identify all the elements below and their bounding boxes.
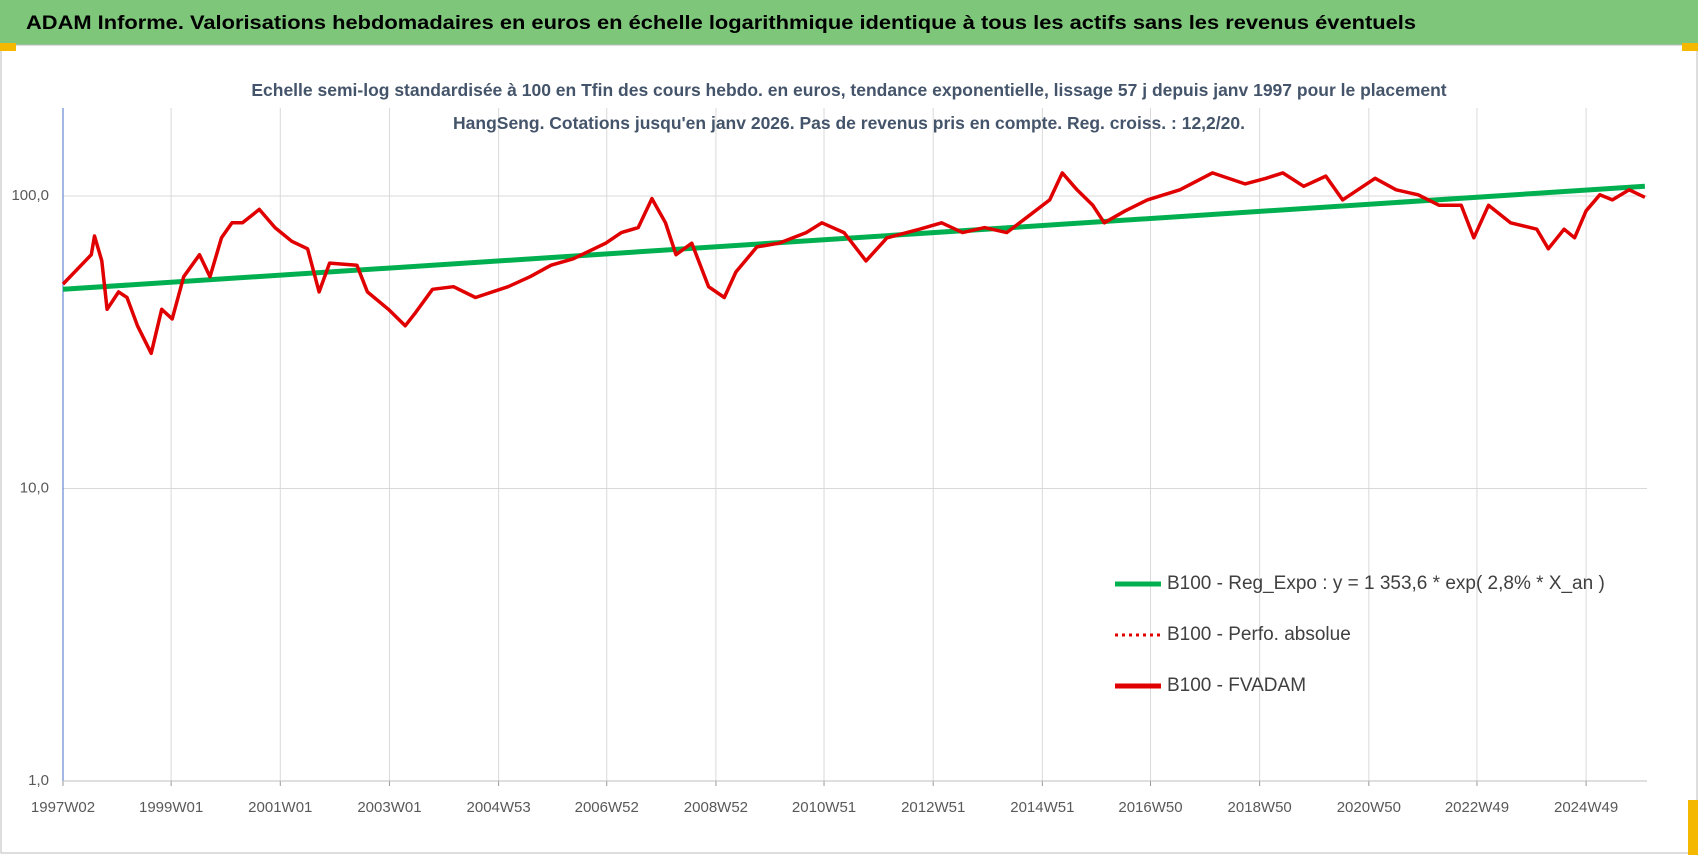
x-tick-label: 2020W50 <box>1337 799 1401 816</box>
legend-label: B100 - Perfo. absolue <box>1167 624 1351 645</box>
header-bar <box>0 0 1698 45</box>
legend-label: B100 - FVADAM <box>1167 675 1306 696</box>
chart-subtitle: Echelle semi-log standardisée à 100 en T… <box>251 80 1447 133</box>
x-tick-label: 2003W01 <box>357 799 421 816</box>
x-tick-label: 1997W02 <box>31 799 95 816</box>
series-line <box>61 171 1646 356</box>
x-tick-label: 2018W50 <box>1228 799 1292 816</box>
x-tick-label: 2006W52 <box>575 799 639 816</box>
y-tick-label: 100,0 <box>11 187 49 204</box>
corner <box>0 43 16 51</box>
x-tick-label: 2008W52 <box>684 799 748 816</box>
x-tick-label: 2012W51 <box>901 799 965 816</box>
y-tick-label: 10,0 <box>20 479 49 496</box>
x-tick-label: 2001W01 <box>248 799 312 816</box>
series-line <box>62 183 1646 292</box>
x-tick-label: 2016W50 <box>1118 799 1182 816</box>
y-tick-label: 1,0 <box>28 772 49 789</box>
frame <box>0 44 1698 854</box>
page-title: ADAM Informe. Valorisations hebdomadaire… <box>26 13 1416 34</box>
x-tick-label: 1999W01 <box>139 799 203 816</box>
corner <box>1682 43 1698 51</box>
corner <box>1688 800 1698 855</box>
legend-label: B100 - Reg_Expo : y = 1 353,6 * exp( 2,8… <box>1167 573 1605 594</box>
x-tick-label: 2014W51 <box>1010 799 1074 816</box>
x-tick-label: 2010W51 <box>792 799 856 816</box>
x-tick-label: 2004W53 <box>467 799 531 816</box>
x-tick-label: 2022W49 <box>1445 799 1509 816</box>
x-tick-label: 2024W49 <box>1554 799 1618 816</box>
